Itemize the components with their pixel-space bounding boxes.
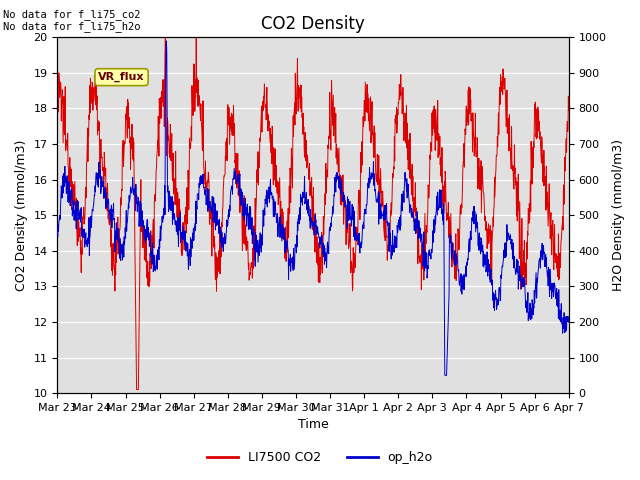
Text: VR_flux: VR_flux (99, 72, 145, 82)
X-axis label: Time: Time (298, 419, 328, 432)
Title: CO2 Density: CO2 Density (261, 15, 365, 33)
Y-axis label: H2O Density (mmol/m3): H2O Density (mmol/m3) (612, 139, 625, 291)
Text: No data for f_li75_co2: No data for f_li75_co2 (3, 9, 141, 20)
Text: No data for f_li75_h2o: No data for f_li75_h2o (3, 21, 141, 32)
Legend: LI7500 CO2, op_h2o: LI7500 CO2, op_h2o (202, 446, 438, 469)
Y-axis label: CO2 Density (mmol/m3): CO2 Density (mmol/m3) (15, 140, 28, 291)
